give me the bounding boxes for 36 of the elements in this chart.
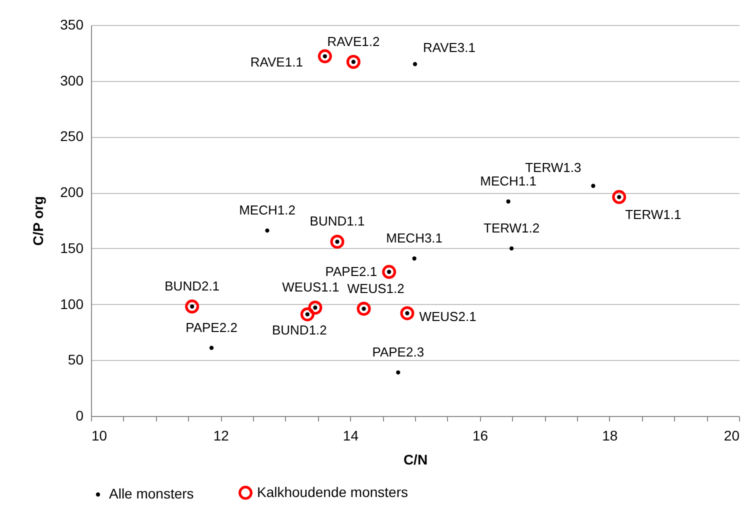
x-tick-label: 14 [342, 428, 359, 444]
x-tick-label: 20 [724, 428, 740, 444]
annotation: WEUS1.1 [282, 280, 340, 295]
annotation: RAVE1.2 [327, 34, 380, 49]
annotation: PAPE2.1 [325, 264, 378, 279]
x-tick-label: 18 [602, 428, 618, 444]
y-axis-title: C/P org [30, 196, 46, 246]
annotation: RAVE3.1 [423, 40, 476, 56]
annotation: BUND2.1 [164, 278, 220, 294]
y-tick-label: 150 [60, 240, 84, 256]
x-tick-label: 10 [92, 428, 108, 444]
legend-label: Kalkhoudende monsters [257, 484, 408, 500]
annotation: MECH1.1 [480, 174, 536, 189]
y-tick-label: 200 [60, 184, 84, 200]
y-tick-label: 300 [60, 72, 84, 88]
y-tick-label: 350 [60, 16, 84, 32]
annotation: MECH3.1 [386, 230, 443, 246]
annotation: TERW1.1 [625, 207, 682, 222]
annotation: BUND1.1 [310, 214, 365, 229]
annotation: PAPE2.3 [372, 344, 424, 360]
y-tick-label: 100 [60, 296, 84, 312]
annotation: TERW1.2 [483, 220, 540, 236]
legend-label: Alle monsters [109, 486, 194, 502]
annotation: WEUS1.2 [347, 280, 404, 296]
y-tick-label: 50 [68, 352, 84, 368]
annotation: PAPE2.2 [186, 320, 238, 335]
annotation: TERW1.3 [525, 160, 582, 175]
x-tick-label: 16 [472, 428, 488, 444]
y-tick-label: 250 [60, 128, 84, 144]
y-tick-label: 0 [76, 408, 84, 424]
annotation: MECH1.2 [239, 202, 296, 218]
annotation: BUND1.2 [272, 322, 327, 338]
x-tick-label: 12 [213, 428, 230, 444]
x-axis-title: C/N [403, 452, 428, 468]
annotation: WEUS2.1 [419, 309, 476, 324]
annotation: RAVE1.1 [250, 54, 303, 70]
